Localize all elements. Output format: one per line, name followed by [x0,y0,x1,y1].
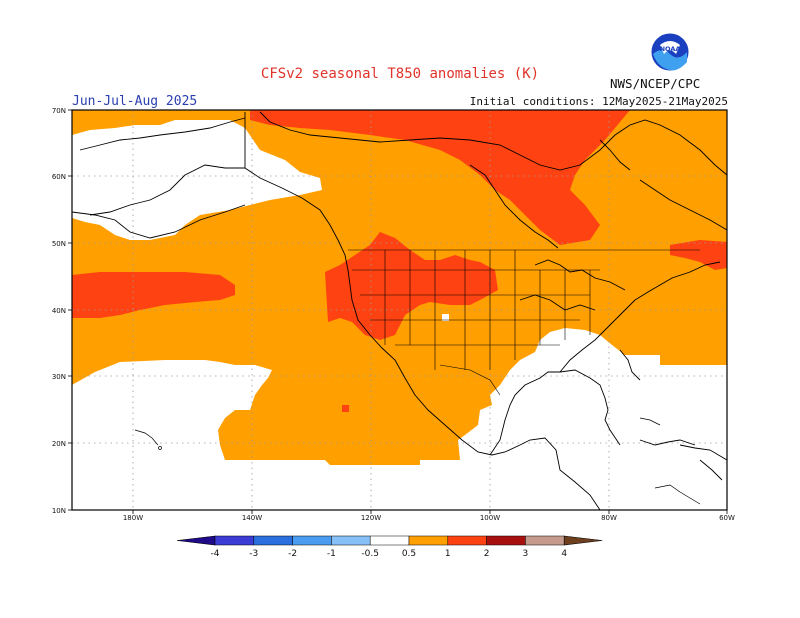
graticule [72,110,727,510]
colorbar-label: -4 [211,549,220,559]
season-label: Jun-Jul-Aug 2025 [72,94,198,109]
colorbar-segment [525,535,565,546]
anomaly-shading [72,110,727,510]
lon-label-100w: 100W [480,514,500,522]
neutral-hole [442,314,449,321]
lon-label-120w: 120W [361,514,381,522]
colorbar-label: 1 [445,549,451,559]
lat-label-10n: 10N [52,507,66,515]
islands [134,417,701,505]
anomaly-area-1-to-2-pacific [72,272,235,318]
lat-label-40n: 40N [52,307,66,315]
anomaly-area-1-to-2-newfoundland [670,240,727,270]
colorbar-label: 3 [523,549,529,559]
colorbar-label: 4 [561,549,567,559]
lon-label-140w: 140W [242,514,262,522]
colorbar-segment [214,535,255,546]
coastlines [71,111,728,511]
colorbar-segment [408,535,449,546]
colorbar-segment [447,535,487,546]
colorbar: -4 -3 -2 -1 -0.5 0.5 1 2 3 4 [176,535,603,559]
state-borders [348,249,700,396]
map-title: CFSv2 seasonal T850 anomalies (K) [260,66,540,82]
neutral-area-alaska [72,120,322,240]
lon-label-80w: 80W [601,514,617,522]
ticks [68,109,728,514]
colorbar-label: -3 [249,549,258,559]
lat-label-30n: 30N [52,373,66,381]
initial-conditions-label: Initial conditions: 12May2025-21May2025 [469,95,728,108]
lat-label-70n: 70N [52,107,66,115]
agency-label: NWS/NCEP/CPC [610,76,701,91]
neutral-area-southeast [420,335,727,510]
neutral-area-pacific-tropics [72,361,420,510]
colorbar-arrow-low [176,535,216,546]
colorbar-label: 0.5 [402,549,416,559]
colorbar-segment [292,535,332,546]
colorbar-label: -1 [327,549,336,559]
lon-label-60w: 60W [719,514,735,522]
colorbar-segment [486,535,526,546]
colorbar-segment [331,535,371,546]
anomaly-area-1-to-2-canada [250,110,630,245]
colorbar-segment [253,535,293,546]
lon-label-180w: 180W [123,514,143,522]
anomaly-area-1-to-2-west-us [325,232,498,340]
colorbar-label: 2 [484,549,490,559]
colorbar-label: -0.5 [361,549,379,559]
colorbar-arrow-high [563,535,603,546]
logo-text: NOAA [660,45,681,53]
lat-label-20n: 20N [52,440,66,448]
lat-label-50n: 50N [52,240,66,248]
noaa-logo: NOAA [650,32,690,72]
colorbar-segment [369,535,410,546]
lat-label-60n: 60N [52,173,66,181]
colorbar-label: -2 [288,549,297,559]
anomaly-area-1-to-2-small [342,405,349,412]
